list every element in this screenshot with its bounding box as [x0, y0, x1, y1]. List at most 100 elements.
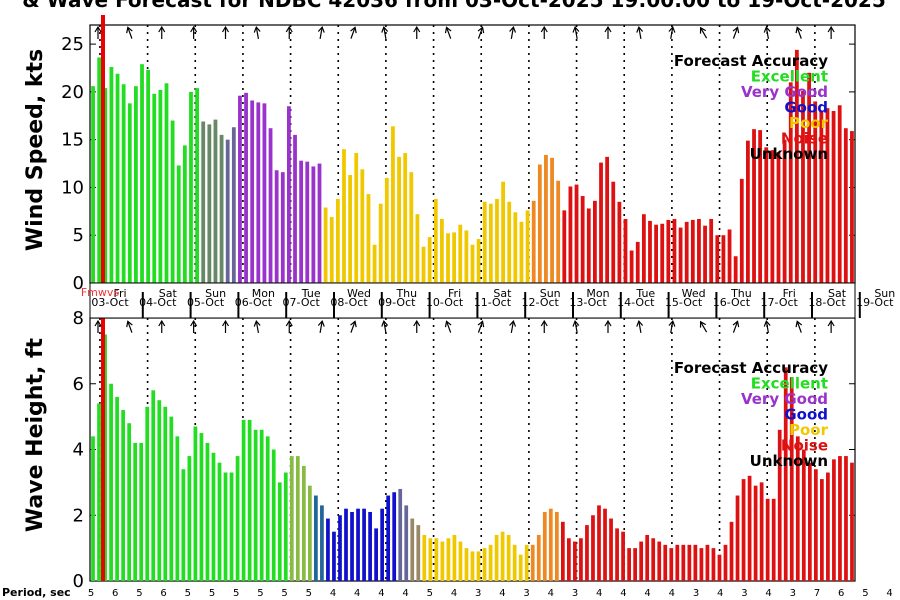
direction-arrow [763, 319, 771, 334]
forecast-bar [133, 442, 138, 581]
legend-item: Very Good [741, 83, 828, 101]
direction-arrow [350, 26, 357, 39]
forecast-bar [586, 208, 591, 283]
forecast-bar [519, 221, 524, 283]
forecast-bar [440, 218, 444, 283]
y-tick-label: 5 [73, 225, 84, 246]
forecast-bar [193, 426, 198, 581]
direction-arrow [253, 319, 261, 334]
arrow-shaft [670, 321, 674, 334]
arrow-shaft [574, 27, 578, 40]
forecast-bar [262, 103, 267, 283]
forecast-bar [813, 469, 818, 581]
forecast-bar [482, 201, 487, 283]
arrow-head [827, 319, 835, 327]
forecast-bar [91, 86, 95, 284]
forecast-start-marker [101, 15, 105, 283]
forecast-bar [368, 511, 372, 581]
forecast-bar [164, 83, 169, 284]
day-label: Sat [828, 287, 847, 300]
arrow-head [158, 25, 166, 33]
forecast-bar [567, 538, 571, 581]
arrow-head [158, 319, 166, 327]
direction-arrow [827, 319, 835, 333]
legend-item: Noise [781, 130, 828, 148]
direction-arrow [699, 26, 708, 39]
forecast-bar [574, 184, 579, 283]
forecast-bar [338, 515, 342, 581]
day-label: Tue [301, 287, 321, 300]
forecast-bar [697, 218, 701, 283]
direction-arrow [732, 320, 740, 333]
forecast-bar [843, 128, 848, 283]
forecast-bar [476, 551, 481, 581]
period-value: 4 [378, 588, 384, 599]
direction-arrow [540, 319, 548, 333]
arrow-head [763, 25, 771, 33]
forecast-bar [440, 541, 445, 581]
arrow-head [572, 25, 580, 33]
forecast-bar [433, 198, 438, 283]
direction-arrow [413, 25, 421, 39]
forecast-bar [380, 508, 385, 581]
forecast-bar [579, 538, 583, 581]
day-date-strip: Fri03-OctSat04-OctSun05-OctMon06-OctTue0… [89, 282, 895, 319]
date-label: 15-Oct [665, 296, 703, 309]
forecast-bar [615, 528, 619, 581]
day-label: Fri [783, 287, 796, 300]
forecast-bar [699, 548, 704, 581]
forecast-bar [735, 495, 740, 581]
day-label: Tue [635, 287, 655, 300]
forecast-bar [530, 544, 535, 581]
period-value: 5 [862, 588, 868, 599]
arrow-shaft [319, 321, 323, 334]
forecast-bar [115, 73, 120, 283]
forecast-bar [678, 227, 683, 283]
arrow-head [381, 319, 389, 327]
arrow-head [350, 26, 357, 34]
forecast-bar [332, 531, 336, 581]
direction-arrow [699, 320, 708, 333]
day-label: Sat [493, 287, 512, 300]
period-value: 4 [499, 588, 505, 599]
period-value: 3 [572, 588, 578, 599]
forecast-bar [384, 177, 389, 283]
arrow-head [763, 319, 771, 327]
forecast-bar [771, 498, 776, 581]
forecast-bar [597, 505, 601, 581]
forecast-bar [573, 541, 577, 581]
forecast-bar [271, 449, 276, 581]
arrow-head [477, 320, 485, 328]
legend-item: Unknown [750, 452, 828, 470]
direction-arrow [253, 25, 261, 40]
forecast-bar [225, 139, 230, 283]
forecast-bar [488, 544, 493, 581]
forecast-bar [807, 462, 812, 581]
forecast-bar [562, 210, 567, 283]
period-value: 4 [354, 588, 360, 599]
forecast-bar [765, 498, 770, 581]
forecast-bar [542, 511, 547, 581]
day-label: Sun [874, 287, 895, 300]
forecast-bar [299, 160, 304, 283]
forecast-bar [639, 541, 644, 581]
forecast-bar [759, 482, 764, 581]
forecast-bar [753, 485, 758, 581]
forecast-bar [770, 150, 775, 283]
period-value: 4 [620, 588, 626, 599]
day-label: Sun [540, 287, 561, 300]
forecast-bar [494, 534, 499, 581]
forecast-bar [223, 472, 228, 581]
direction-arrow [94, 319, 102, 333]
arrow-head [668, 319, 676, 327]
forecast-bar [187, 456, 192, 581]
plot-frame [89, 317, 856, 582]
forecast-bar [470, 551, 475, 581]
arrow-head [253, 25, 261, 33]
forecast-bar [253, 429, 258, 581]
forecast-bar [386, 495, 391, 581]
forecast-bar [645, 534, 650, 581]
forecast-bar [663, 544, 668, 581]
forecast-bar [422, 534, 427, 581]
forecast-bar [837, 105, 842, 284]
